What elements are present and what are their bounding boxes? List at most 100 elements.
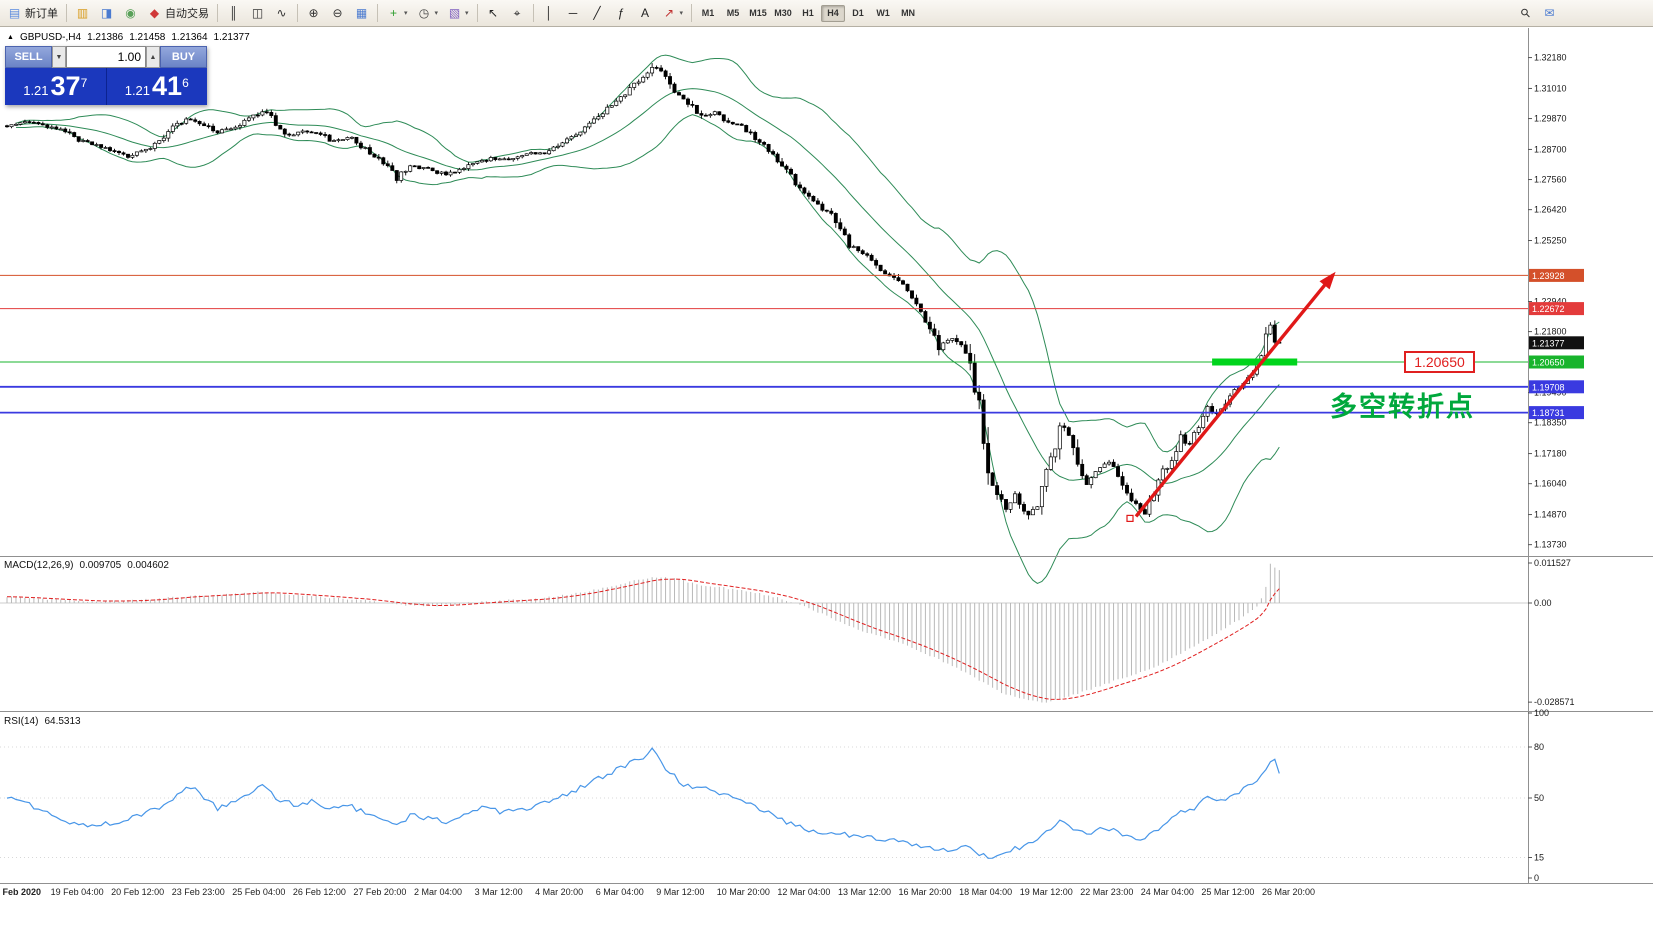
market-watch-button[interactable]: ▥ [71, 3, 94, 24]
crosshair-button[interactable]: ⌖ [506, 3, 529, 24]
one-click-trading-panel: SELL ▼ ▲ BUY 1.21 37 7 1.21 41 6 [5, 46, 207, 105]
svg-text:26 Feb 12:00: 26 Feb 12:00 [293, 887, 346, 897]
sell-price-sup: 7 [80, 76, 88, 90]
buy-button[interactable]: BUY [160, 46, 207, 68]
chart-annotations[interactable] [1126, 271, 1336, 523]
zoom-in-icon: ⊕ [308, 6, 319, 20]
navigator-icon: ◉ [125, 6, 136, 20]
zoom-out-button[interactable]: ⊖ [326, 3, 349, 24]
auto-trading-button-label: 自动交易 [165, 8, 209, 20]
svg-text:1.18731: 1.18731 [1532, 408, 1565, 418]
fibonacci-icon: ƒ [617, 6, 625, 20]
quote-close: 1.21377 [213, 32, 250, 43]
timeframe-m5-button[interactable]: M5 [726, 8, 740, 18]
quote-low: 1.21364 [171, 32, 208, 43]
toolbar-separator [66, 4, 67, 22]
trend-arrow-head [1319, 271, 1336, 290]
toolbar-separator [476, 4, 478, 22]
sell-price-big: 37 [50, 71, 81, 101]
horizontal-level-lines[interactable] [0, 274, 1528, 414]
svg-text:10 Mar 20:00: 10 Mar 20:00 [717, 887, 770, 897]
data-window-button[interactable]: ◨ [95, 3, 118, 24]
lot-size-input[interactable] [66, 46, 146, 68]
periods-button[interactable]: ◷ ▾ [413, 3, 443, 24]
new-order-button[interactable]: ▤ 新订单 [3, 3, 62, 24]
arrow-start-marker[interactable] [1126, 514, 1134, 523]
sell-price[interactable]: 1.21 37 7 [5, 68, 106, 105]
toolbar-separator [217, 4, 218, 22]
svg-text:1.25250: 1.25250 [1534, 236, 1567, 246]
svg-text:25 Feb 04:00: 25 Feb 04:00 [232, 887, 285, 897]
svg-text:25 Mar 12:00: 25 Mar 12:00 [1201, 887, 1254, 897]
timeframe-mn-button[interactable]: MN [901, 8, 916, 18]
cursor-button[interactable]: ↖ [482, 3, 505, 24]
price-level-callout[interactable]: 1.20650 [1404, 351, 1475, 373]
vertical-line-button[interactable]: │ [538, 3, 561, 24]
svg-text:13 Mar 12:00: 13 Mar 12:00 [838, 887, 891, 897]
auto-trading-button[interactable]: ◆ 自动交易 [143, 3, 213, 24]
timeframe-h1-button[interactable]: H1 [802, 8, 814, 18]
svg-text:0: 0 [1534, 873, 1539, 883]
time-axis[interactable]: 17 Feb 2020 19 Feb 04:00 20 Feb 12:00 23 Fe… [0, 884, 1653, 900]
search-icon: ⚲ [1517, 4, 1534, 22]
timeframe-m30-button[interactable]: M30 [774, 8, 792, 18]
templates-button[interactable]: ▧ ▾ [443, 3, 473, 24]
trendline-icon: ╱ [593, 6, 601, 20]
navigator-button[interactable]: ◉ [119, 3, 142, 24]
text-button[interactable]: A [634, 3, 657, 24]
shapes-button[interactable]: ↗ ▾ [658, 3, 688, 24]
timeframe-m1-button[interactable]: M1 [701, 8, 715, 18]
trendline-button[interactable]: ╱ [586, 3, 609, 24]
macd-name: MACD(12,26,9) [4, 560, 74, 571]
crosshair-icon: ⌖ [513, 6, 521, 20]
tile-windows-button[interactable]: ▦ [350, 3, 373, 24]
timeframe-d1-button[interactable]: D1 [852, 8, 864, 18]
indicators-button[interactable]: + ▾ [382, 3, 412, 24]
lot-increase-button[interactable]: ▲ [146, 46, 160, 68]
price-axis[interactable]: 1.32180 1.31010 1.29870 1.28700 1.27560 1.264… [1528, 53, 1584, 883]
svg-text:1.17180: 1.17180 [1534, 449, 1567, 459]
macd-signal-value: 0.004602 [127, 560, 169, 571]
line-chart-button[interactable]: ∿ [270, 3, 293, 24]
bar-chart-button[interactable]: ║ [222, 3, 245, 24]
svg-text:1.29870: 1.29870 [1534, 114, 1567, 124]
cursor-icon: ↖ [488, 6, 499, 20]
line-chart-icon: ∿ [276, 6, 287, 20]
price-divider [105, 68, 107, 105]
macd-indicator-label: MACD(12,26,9) 0.009705 0.004602 [4, 560, 169, 571]
svg-text:19 Feb 04:00: 19 Feb 04:00 [51, 887, 104, 897]
candlestick-chart-button[interactable]: ◫ [246, 3, 269, 24]
svg-text:1.13730: 1.13730 [1534, 540, 1567, 550]
new-order-button-label: 新订单 [25, 8, 58, 20]
svg-text:19 Mar 12:00: 19 Mar 12:00 [1020, 887, 1073, 897]
svg-text:0.00: 0.00 [1534, 598, 1552, 608]
support-zone-highlight[interactable] [1212, 358, 1298, 366]
svg-text:1.19708: 1.19708 [1532, 382, 1565, 392]
horizontal-line-button[interactable]: ─ [562, 3, 585, 24]
svg-text:18 Mar 04:00: 18 Mar 04:00 [959, 887, 1012, 897]
macd-histogram [6, 563, 1280, 703]
toolbar-separator [691, 4, 693, 22]
chart-quote-line: ▲ GBPUSD-,H4 1.21386 1.21458 1.21364 1.2… [7, 32, 250, 43]
indicators-icon: + [389, 6, 397, 20]
buy-price[interactable]: 1.21 41 6 [107, 68, 208, 105]
svg-text:12 Mar 04:00: 12 Mar 04:00 [777, 887, 830, 897]
community-chat-button[interactable]: ✉ [1538, 3, 1561, 24]
fibonacci-button[interactable]: ƒ [610, 3, 633, 24]
timeframe-w1-button[interactable]: W1 [876, 8, 890, 18]
sell-button[interactable]: SELL [5, 46, 52, 68]
timeframe-h4-button[interactable]: H4 [821, 4, 846, 22]
svg-text:17 Feb 2020: 17 Feb 2020 [0, 887, 41, 897]
lot-decrease-button[interactable]: ▼ [52, 46, 66, 68]
zoom-in-button[interactable]: ⊕ [302, 3, 325, 24]
svg-text:16 Mar 20:00: 16 Mar 20:00 [899, 887, 952, 897]
trend-arrow-line[interactable] [1134, 273, 1335, 518]
shapes-icon: ↗ [664, 6, 675, 20]
svg-text:80: 80 [1534, 742, 1544, 752]
timeframe-m15-button[interactable]: M15 [749, 8, 767, 18]
buy-price-prefix: 1.21 [124, 82, 151, 98]
search-button[interactable]: ⚲ [1514, 3, 1537, 24]
turning-point-annotation[interactable]: 多空转折点 [1330, 392, 1475, 422]
